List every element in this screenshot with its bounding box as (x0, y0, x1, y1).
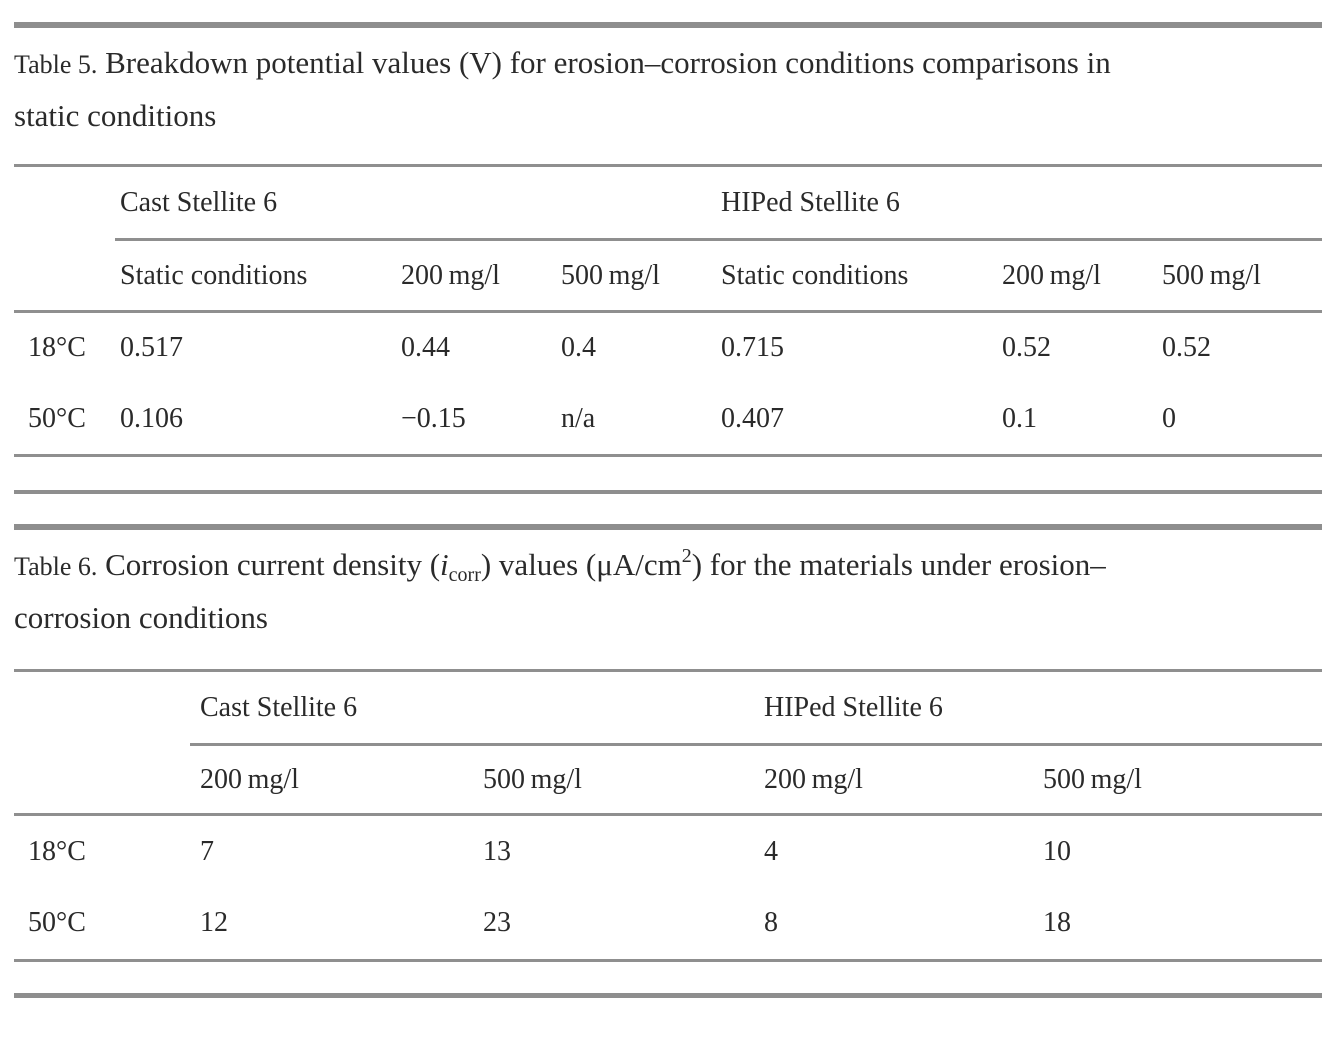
table-cell: 0.44 (401, 332, 450, 364)
table6-group-header-row: Cast Stellite 6 HIPed Stellite 6 (14, 670, 1323, 746)
icorr-symbol: i (440, 547, 449, 582)
column-header: 500 mg/l (1160, 239, 1323, 313)
table-cell: 4 (764, 835, 779, 867)
table-cell: 8 (764, 907, 779, 939)
table-cell: 12 (200, 907, 228, 939)
table5-group-header-row: Cast Stellite 6 HIPed Stellite 6 (14, 165, 1323, 241)
table6-caption-part2: ) values (μA/cm (480, 547, 682, 582)
row-label: 18°C (28, 835, 86, 867)
table6: Cast Stellite 6 HIPed Stellite 6 200 mg/… (14, 669, 1323, 962)
table-cell: 0.517 (120, 332, 183, 364)
table-cell: 23 (483, 907, 511, 939)
icorr-subscript: corr (448, 564, 481, 586)
table5-caption-line2: static conditions (14, 98, 217, 133)
column-header: 500 mg/l (1033, 744, 1323, 816)
table-cell: 0 (1162, 402, 1177, 434)
table6-caption: Table 6. Corrosion current density (icor… (14, 539, 1322, 643)
top-rule (14, 22, 1322, 28)
row-label: 50°C (28, 907, 86, 939)
table-cell: 0.52 (1162, 332, 1212, 364)
table-cell: 0.1 (1002, 402, 1038, 434)
row-label: 50°C (28, 402, 86, 434)
column-header: 200 mg/l (400, 239, 560, 313)
table-cell: 0.4 (561, 332, 596, 364)
table5-caption-label: Table 5. (14, 50, 98, 79)
column-header: 500 mg/l (560, 239, 716, 313)
section-divider-rule (14, 524, 1322, 530)
table-row: 18°C 7 13 4 10 (14, 815, 1322, 888)
group-header-hiped-stellite: HIPed Stellite 6 (715, 165, 1323, 241)
table6-end-rule (14, 993, 1322, 998)
column-header: 200 mg/l (754, 744, 1034, 816)
corner-cell (14, 239, 115, 313)
table6-column-header-row: 200 mg/l 500 mg/l 200 mg/l 500 mg/l (14, 744, 1323, 816)
table-cell: 18 (1043, 907, 1072, 939)
paper-page: Table 5. Breakdown potential values (V) … (0, 22, 1336, 998)
table6-caption-part3: ) for the materials under erosion– (691, 547, 1106, 582)
column-header: Static conditions (115, 239, 400, 313)
cm-squared-superscript: 2 (681, 545, 692, 567)
table-cell: 7 (200, 835, 214, 867)
table-cell: 0.106 (120, 402, 183, 434)
table5-end-rule (14, 490, 1322, 494)
row-label: 18°C (28, 332, 86, 364)
table5-caption-line1: Breakdown potential values (V) for erosi… (105, 45, 1111, 80)
table-row: 50°C 0.106 −0.15 n/a 0.407 0.1 0 (14, 384, 1322, 456)
table-cell: 13 (483, 835, 511, 867)
table6-caption-line2: corrosion conditions (14, 600, 268, 635)
corner-cell (14, 744, 190, 816)
table6-caption-label: Table 6. (14, 552, 98, 581)
table5: Cast Stellite 6 HIPed Stellite 6 Static … (14, 164, 1323, 457)
column-header: 200 mg/l (190, 744, 473, 816)
table-cell: 0.715 (721, 332, 785, 364)
column-header: Static conditions (715, 239, 1001, 313)
table-row: 50°C 12 23 8 18 (14, 888, 1322, 961)
group-header-cast-stellite: Cast Stellite 6 (115, 165, 716, 241)
table5-caption: Table 5. Breakdown potential values (V) … (14, 37, 1322, 141)
table-row: 18°C 0.517 0.44 0.4 0.715 0.52 0.52 (14, 312, 1322, 384)
table5-column-header-row: Static conditions 200 mg/l 500 mg/l Stat… (14, 239, 1323, 313)
table-cell: 0.52 (1002, 332, 1052, 364)
table-cell: 0.407 (721, 402, 785, 434)
column-header: 200 mg/l (1000, 239, 1161, 313)
corner-cell (14, 671, 190, 745)
table-cell: 10 (1043, 835, 1072, 867)
table6-caption-part1: Corrosion current density ( (105, 547, 441, 582)
corner-cell (14, 166, 115, 240)
group-header-cast-stellite: Cast Stellite 6 (190, 670, 755, 746)
table-cell: −0.15 (401, 402, 466, 434)
group-header-hiped-stellite: HIPed Stellite 6 (754, 670, 1323, 746)
table-cell: n/a (561, 402, 596, 434)
column-header: 500 mg/l (473, 744, 755, 816)
